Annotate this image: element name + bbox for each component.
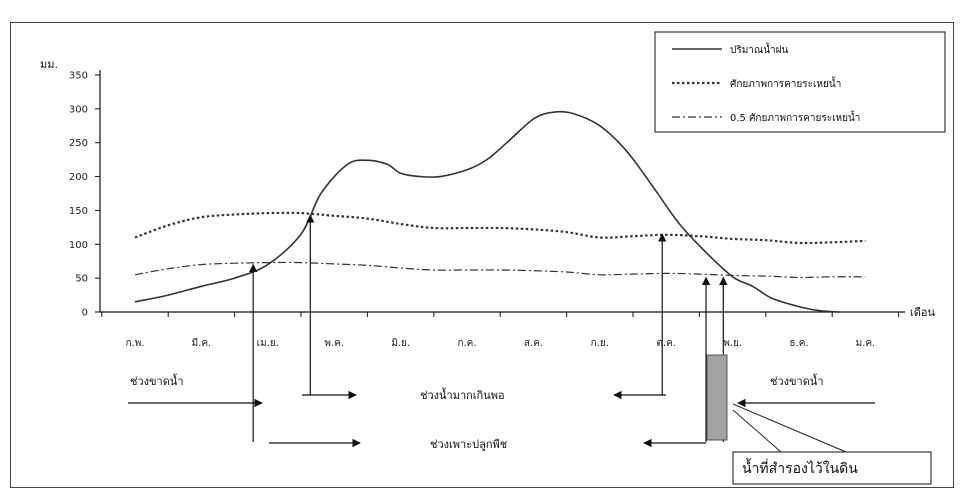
x-tick-label: พ.ค. bbox=[324, 338, 344, 349]
legend: ปริมาณน้ำฝน ศักยภาพการคายระเหยน้ำ 0.5 ศั… bbox=[654, 31, 946, 133]
label-deficit-left: ช่วงขาดน้ำ bbox=[130, 373, 184, 388]
label-surplus: ช่วงน้ำมากเกินพอ bbox=[420, 387, 505, 402]
x-tick-label: ก.ย. bbox=[591, 338, 609, 349]
soil-storage-bar bbox=[706, 354, 728, 441]
rainfall-line bbox=[134, 110, 839, 313]
event-markers bbox=[248, 214, 728, 442]
chart-frame bbox=[10, 22, 954, 488]
y-ticks: 0 50 100 150 200 250 300 350 bbox=[69, 71, 100, 319]
period-annotations: ช่วงขาดน้ำ ช่วงน้ำมากเกินพอ ช่วงขาดน้ำ ช… bbox=[128, 354, 932, 485]
x-tick-label: ส.ค. bbox=[524, 338, 543, 349]
y-tick-label: 100 bbox=[69, 240, 88, 251]
half-pet-line bbox=[134, 261, 866, 279]
x-tick-label: ม.ค. bbox=[856, 338, 876, 349]
soil-storage-pointer-2 bbox=[732, 409, 782, 453]
label-growing: ช่วงเพาะปลูกพืช bbox=[430, 438, 507, 451]
legend-label-rain: ปริมาณน้ำฝน bbox=[730, 42, 789, 56]
x-tick-label: ก.พ. bbox=[125, 338, 144, 349]
soil-storage-label-box bbox=[732, 451, 932, 485]
pet-line bbox=[134, 211, 866, 245]
x-tick-label: ก.ค. bbox=[457, 338, 476, 349]
y-tick-label: 50 bbox=[75, 274, 88, 285]
x-axis-label: เดือน bbox=[910, 306, 936, 319]
soil-storage-pointer-1 bbox=[732, 403, 847, 453]
legend-label-half-pet: 0.5 ศักยภาพการคายระเหยน้ำ bbox=[730, 110, 860, 124]
x-tick-label: ต.ค. bbox=[656, 338, 676, 349]
y-tick-label: 0 bbox=[82, 308, 88, 319]
x-tick-label: มิ.ย. bbox=[391, 338, 410, 349]
x-tick-label: พ.ย. bbox=[723, 338, 742, 349]
y-tick-label: 350 bbox=[69, 71, 88, 82]
series-lines bbox=[134, 110, 866, 313]
y-tick-label: 300 bbox=[69, 104, 88, 115]
y-tick-label: 250 bbox=[69, 138, 88, 149]
y-unit-label: มม. bbox=[40, 58, 58, 71]
label-deficit-right: ช่วงขาดน้ำ bbox=[770, 373, 824, 388]
legend-label-pet: ศักยภาพการคายระเหยน้ำ bbox=[730, 76, 841, 90]
x-tick-label: เม.ย. bbox=[257, 338, 279, 349]
x-ticks: ก.พ. มี.ค. เม.ย. พ.ค. มิ.ย. ก.ค. ส.ค. ก.ย. ต.ค. พ… bbox=[101, 312, 900, 349]
x-tick-label: มี.ค. bbox=[192, 337, 212, 349]
y-tick-label: 200 bbox=[69, 172, 88, 183]
y-tick-label: 150 bbox=[69, 206, 88, 217]
label-soil-storage: น้ำที่สำรองไว้ในดิน bbox=[742, 458, 858, 477]
x-tick-label: ธ.ค. bbox=[789, 338, 808, 349]
